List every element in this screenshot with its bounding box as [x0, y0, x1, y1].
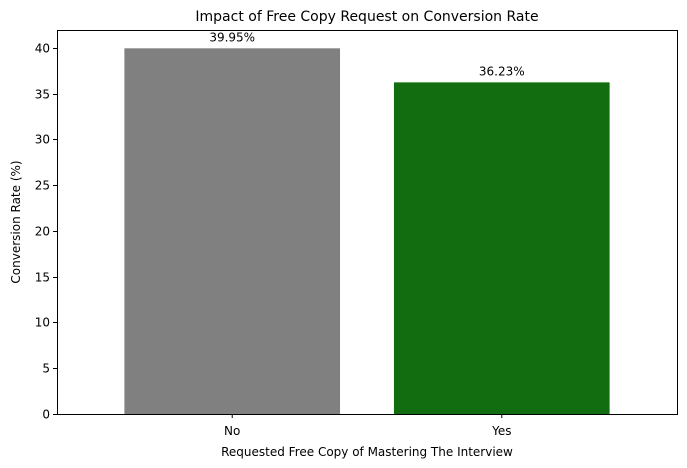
data-labels: 39.95% 36.23% — [209, 30, 524, 78]
data-label: 39.95% — [209, 30, 255, 44]
y-tick-label: 15 — [35, 271, 50, 285]
bars — [124, 48, 610, 415]
y-tick-label: 5 — [42, 362, 50, 376]
data-label: 36.23% — [479, 64, 525, 78]
y-tick-label: 35 — [35, 88, 50, 102]
y-axis-label: Conversion Rate (%) — [9, 160, 23, 283]
y-tick-label: 20 — [35, 225, 50, 239]
y-tick-label: 0 — [42, 408, 50, 422]
y-tick-label: 30 — [35, 133, 50, 147]
chart-title: Impact of Free Copy Request on Conversio… — [195, 9, 538, 25]
bar-yes — [393, 82, 610, 415]
x-axis: No Yes — [224, 414, 511, 438]
y-tick-label: 25 — [35, 179, 50, 193]
y-axis: 0 5 10 15 20 25 30 35 40 — [35, 42, 57, 422]
y-tick-label: 40 — [35, 42, 50, 56]
x-axis-label: Requested Free Copy of Mastering The Int… — [221, 445, 513, 459]
y-tick-label: 10 — [35, 316, 50, 330]
bar-no — [124, 48, 341, 415]
x-tick-label: No — [224, 424, 240, 438]
x-tick-label: Yes — [491, 424, 511, 438]
plot-area — [57, 30, 678, 415]
